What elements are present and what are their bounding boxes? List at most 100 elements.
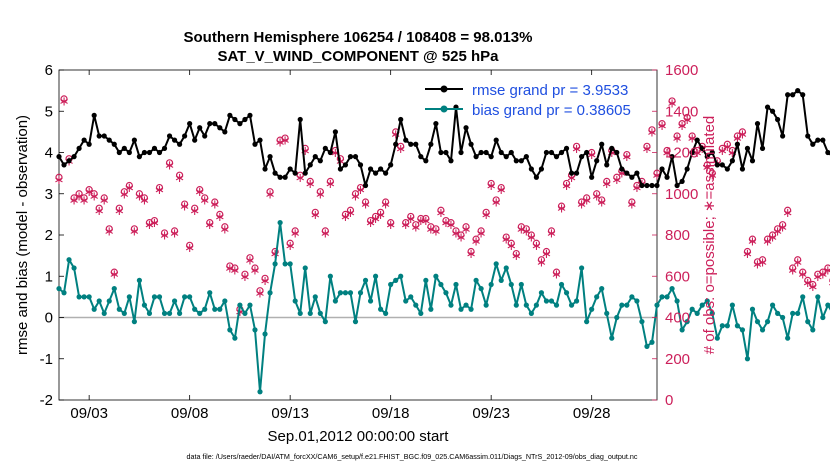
x-tick-label: 09/13 [271,405,309,422]
obs-assimilated-marker: ∗ [486,179,497,194]
obs-assimilated-marker: ∗ [481,208,492,223]
bias-marker [207,290,213,296]
bias-marker [151,294,158,300]
bias-marker [629,294,635,300]
bias-marker [664,294,670,300]
obs-possible-marker [356,183,365,192]
bias-marker [589,306,595,312]
bias-marker [61,290,67,296]
data-file-footer: data file: /Users/raeder/DAI/ATM_forcXX/… [187,452,638,461]
bias-marker [126,294,132,300]
obs-assimilated-marker: ∗ [827,276,830,291]
obs-possible-marker [688,132,696,140]
obs-assimilated-marker: ∗ [792,255,803,270]
obs-assimilated-marker: ∗ [576,198,587,213]
x-axis-label: Sep.01,2012 00:00:00 start [268,428,450,445]
rmse-marker [609,145,615,151]
rmse-marker [800,92,806,98]
obs-possible-marker [181,200,189,208]
bias-marker [217,306,223,312]
obs-possible-marker [296,171,304,179]
legend-rmse-label: rmse grand pr = 3.9533 [472,82,628,99]
rmse-marker [86,141,92,147]
bias-marker [795,310,801,316]
rmse-marker [749,158,756,164]
rmse-marker [192,137,198,143]
obs-assimilated-marker: ∗ [496,183,507,198]
obs-possible-marker [758,256,767,264]
obs-assimilated-marker: ∗ [94,204,105,219]
bias-marker [352,319,359,325]
bias-marker [483,302,489,308]
obs-possible-marker [95,204,103,212]
bias-marker [237,302,243,308]
bias-marker [805,319,811,325]
rmse-marker [96,133,102,139]
obs-possible-marker [326,177,334,185]
chart-title-line2: SAT_V_WIND_COMPONENT @ 525 hPa [217,48,499,65]
bias-marker [533,302,539,308]
bias-marker [503,265,509,271]
rmse-marker [408,141,414,147]
obs-assimilated-marker: ∗ [611,173,622,188]
obs-possible-marker [422,214,430,223]
bias-marker [729,302,735,308]
bias-marker [388,281,394,288]
bias-marker [372,273,379,279]
bias-marker [322,319,328,325]
obs-assimilated-marker: ∗ [245,253,256,268]
bias-marker [699,302,705,308]
obs-possible-marker [748,235,757,243]
rmse-marker [639,182,645,189]
obs-possible-marker [55,173,63,181]
obs-assimilated-marker: ∗ [270,247,281,262]
obs-possible-marker [789,264,797,272]
rmse-marker [553,154,560,160]
rmse-marker [207,121,213,127]
rmse-marker [438,149,444,156]
obs-possible-marker [246,254,254,262]
rmse-marker [347,154,354,160]
rmse-marker [171,137,178,143]
obs-assimilated-marker: ∗ [184,241,195,256]
obs-possible-marker [105,225,113,233]
bias-marker [96,298,102,304]
obs-assimilated-marker: ∗ [144,218,155,233]
rmse-marker [810,141,816,147]
obs-possible-marker [80,194,88,202]
obs-possible-marker [447,219,455,227]
rmse-marker [131,137,137,143]
y-left-tick-label: 2 [45,227,53,244]
obs-possible-marker [779,221,787,229]
rmse-marker [292,170,298,176]
obs-assimilated-marker: ∗ [300,144,311,159]
bias-marker [433,273,439,279]
rmse-marker [820,137,826,143]
bias-marker [553,302,560,308]
obs-assimilated-marker: ∗ [787,264,798,279]
rmse-marker [378,166,384,172]
obs-assimilated-marker: ∗ [365,216,376,231]
obs-assimilated-marker: ∗ [817,268,828,283]
obs-possible-marker [784,206,792,214]
obs-possible-marker [115,204,123,212]
obs-assimilated-marker: ∗ [430,224,441,239]
rmse-marker [262,166,268,172]
obs-assimilated-marker: ∗ [54,173,65,188]
rmse-marker [599,141,605,147]
bias-marker [558,281,565,288]
obs-possible-marker [221,223,229,231]
obs-assimilated-marker: ∗ [325,177,336,192]
obs-assimilated-marker: ∗ [134,189,145,204]
bias-marker [106,298,112,304]
bias-marker [227,327,233,333]
obs-assimilated-marker: ∗ [380,198,391,213]
obs-possible-marker [738,128,747,136]
obs-possible-marker [100,194,108,202]
y-right-tick-label: 0 [665,392,673,409]
bias-marker [327,273,333,279]
bias-marker [649,339,655,345]
obs-assimilated-marker: ∗ [782,206,793,221]
bias-marker [573,298,580,304]
